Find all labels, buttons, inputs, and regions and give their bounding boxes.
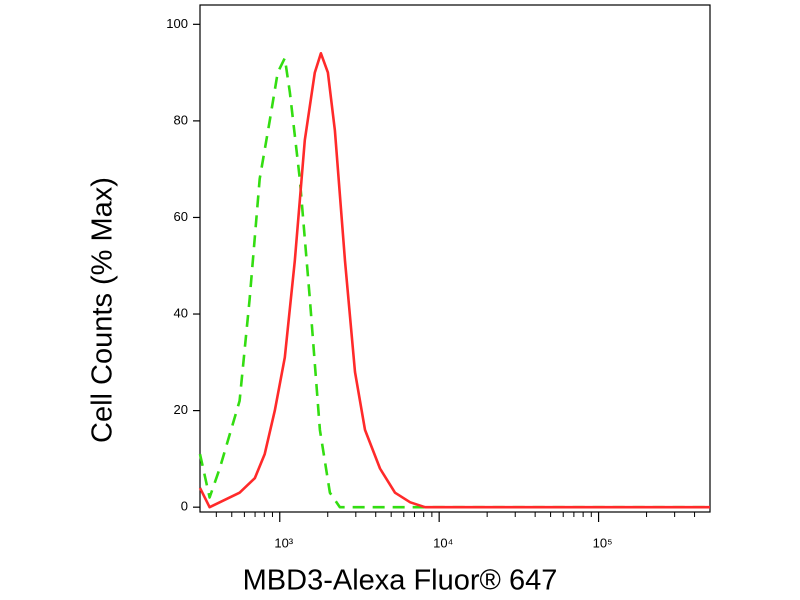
y-tick-label: 40 [174,305,188,320]
y-tick-label: 0 [181,499,188,514]
y-axis-title: Cell Counts (% Max) [87,177,119,443]
x-axis-title: MBD3-Alexa Fluor® 647 [243,565,558,597]
y-tick-label: 20 [174,402,188,417]
x-tick-label: 10⁴ [433,535,453,550]
x-tick-label: 10⁵ [593,535,613,550]
y-tick-label: 80 [174,112,188,127]
y-tick-label: 100 [166,16,188,31]
y-tick-label: 60 [174,209,188,224]
plot-frame [199,4,711,513]
series-line [198,51,710,509]
x-tick-label: 10³ [274,535,293,550]
series-line [198,56,710,509]
